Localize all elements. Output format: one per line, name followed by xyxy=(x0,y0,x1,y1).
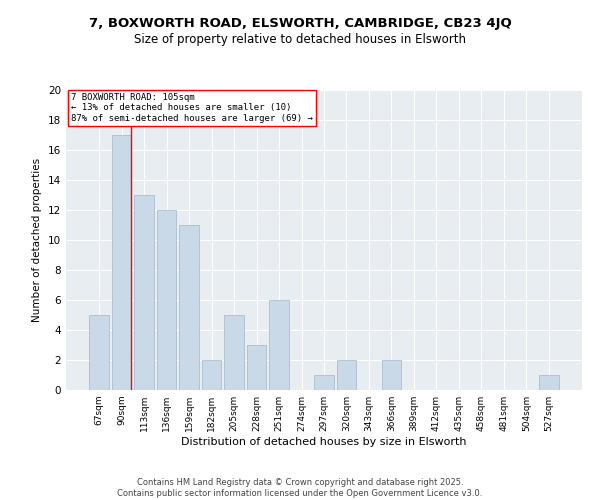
Y-axis label: Number of detached properties: Number of detached properties xyxy=(32,158,43,322)
Bar xyxy=(337,360,356,390)
Bar xyxy=(89,315,109,390)
Text: 7 BOXWORTH ROAD: 105sqm
← 13% of detached houses are smaller (10)
87% of semi-de: 7 BOXWORTH ROAD: 105sqm ← 13% of detache… xyxy=(71,93,313,123)
Bar xyxy=(224,315,244,390)
Bar xyxy=(202,360,221,390)
Bar xyxy=(179,225,199,390)
Bar xyxy=(314,375,334,390)
Bar xyxy=(112,135,131,390)
X-axis label: Distribution of detached houses by size in Elsworth: Distribution of detached houses by size … xyxy=(181,437,467,447)
Bar xyxy=(539,375,559,390)
Bar xyxy=(382,360,401,390)
Bar xyxy=(269,300,289,390)
Bar xyxy=(157,210,176,390)
Text: 7, BOXWORTH ROAD, ELSWORTH, CAMBRIDGE, CB23 4JQ: 7, BOXWORTH ROAD, ELSWORTH, CAMBRIDGE, C… xyxy=(89,18,511,30)
Text: Size of property relative to detached houses in Elsworth: Size of property relative to detached ho… xyxy=(134,32,466,46)
Text: Contains HM Land Registry data © Crown copyright and database right 2025.
Contai: Contains HM Land Registry data © Crown c… xyxy=(118,478,482,498)
Bar xyxy=(134,195,154,390)
Bar xyxy=(247,345,266,390)
